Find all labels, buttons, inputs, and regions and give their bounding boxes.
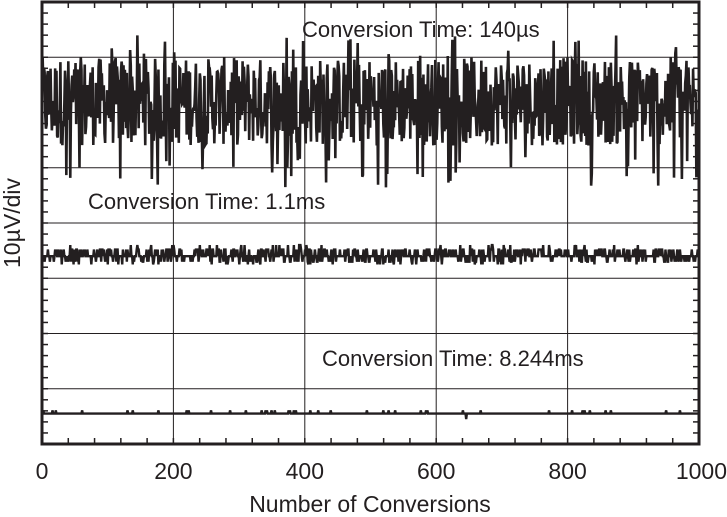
series-label-8-244ms: Conversion Time: 8.244ms bbox=[322, 346, 584, 371]
x-tick-label: 200 bbox=[154, 458, 192, 484]
x-tick-label: 600 bbox=[417, 458, 455, 484]
series-label-140us: Conversion Time: 140µs bbox=[302, 17, 540, 42]
series-line-2 bbox=[41, 410, 699, 420]
x-tick-label: 1000 bbox=[676, 458, 727, 484]
series-labels: Conversion Time: 140µs Conversion Time: … bbox=[88, 17, 584, 371]
series-line-0 bbox=[40, 35, 701, 188]
series-label-1-1ms: Conversion Time: 1.1ms bbox=[88, 189, 325, 214]
x-axis-title: Number of Conversions bbox=[249, 491, 491, 517]
y-axis-title: 10µV/div bbox=[0, 178, 25, 268]
series-group bbox=[40, 35, 701, 420]
x-tick-label: 0 bbox=[36, 458, 49, 484]
x-tick-labels: 0 200 400 600 800 1000 bbox=[36, 458, 727, 484]
series-line-1 bbox=[42, 243, 700, 265]
x-tick-label: 800 bbox=[548, 458, 586, 484]
x-tick-label: 400 bbox=[286, 458, 324, 484]
